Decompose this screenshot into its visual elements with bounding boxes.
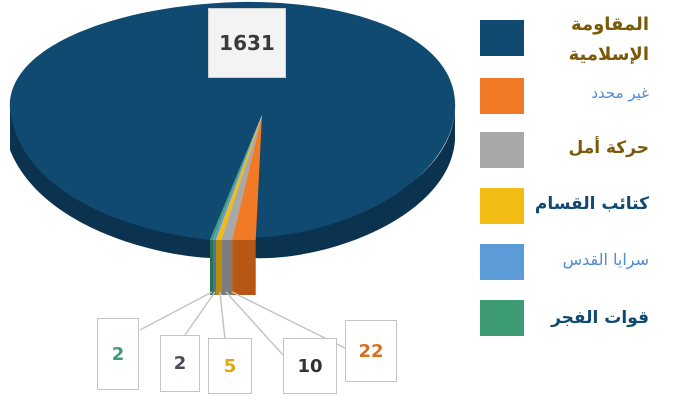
pie-depth-main <box>10 110 210 258</box>
value-label-main: 1631 <box>208 8 286 78</box>
legend-swatch <box>480 300 524 336</box>
legend-swatch <box>480 20 524 56</box>
value-label-fajr: 2 <box>97 318 139 390</box>
slice-unspecified-side <box>232 240 256 295</box>
legend-swatch <box>480 188 524 224</box>
legend-item-unspecified: غير محدد <box>470 78 673 138</box>
slice-saraya-top <box>213 115 262 240</box>
legend-item-islamic-resistance: المقاومة الإسلامية <box>470 10 673 80</box>
small-slices <box>210 115 262 295</box>
legend-label: حركة أمل <box>568 138 649 158</box>
leader-lines <box>139 291 346 356</box>
slice-qassam-side <box>216 240 222 295</box>
legend-label: المقاومة الإسلامية <box>568 14 649 65</box>
legend-item-amal: حركة أمل <box>470 132 673 192</box>
legend-label: سرايا القدس <box>562 250 649 269</box>
value-label-saraya: 2 <box>160 335 200 392</box>
pie-depth-right <box>250 110 455 259</box>
slice-saraya-side <box>213 240 216 295</box>
legend-label: قوات الفجر <box>551 308 649 328</box>
slice-fajr-side <box>210 240 213 295</box>
legend-label: كتائب القسام <box>534 194 649 214</box>
slice-amal-top <box>221 115 262 240</box>
value-label-amal: 10 <box>283 338 337 394</box>
legend: المقاومة الإسلامية غير محدد حركة أمل كتا… <box>470 0 673 401</box>
legend-swatch <box>480 78 524 114</box>
legend-item-fajr: قوات الفجر <box>470 300 673 360</box>
pie-slice-main <box>9 1 456 241</box>
value-label-unspecified: 22 <box>345 320 397 382</box>
legend-label: غير محدد <box>591 84 649 102</box>
value-label-main-text: 1631 <box>219 31 275 55</box>
slice-fajr-top <box>210 115 262 240</box>
value-label-qassam: 5 <box>208 338 252 394</box>
legend-item-saraya: سرايا القدس <box>470 244 673 304</box>
slice-qassam-top <box>216 115 262 240</box>
legend-item-qassam: كتائب القسام <box>470 186 673 246</box>
slice-amal-side <box>221 240 233 295</box>
slice-unspecified-top <box>232 115 262 240</box>
legend-swatch <box>480 244 524 280</box>
legend-swatch <box>480 132 524 168</box>
